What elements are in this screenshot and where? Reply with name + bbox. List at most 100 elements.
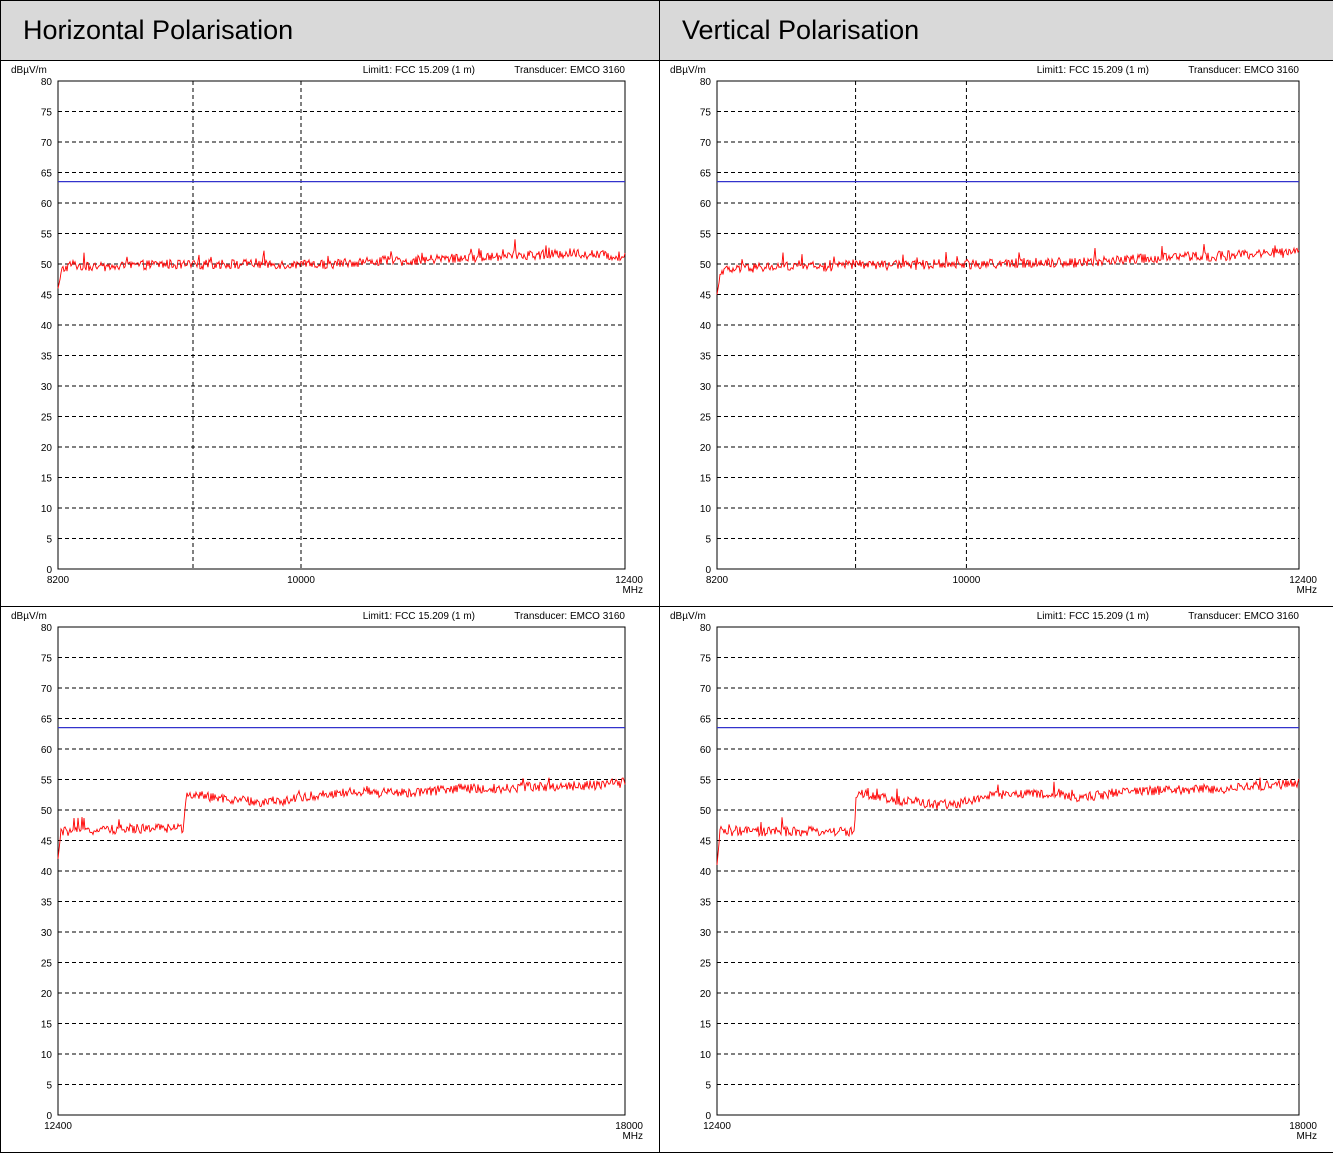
y-tick-label: 55 xyxy=(700,776,712,787)
limit-label: Limit1: FCC 15.209 (1 m) xyxy=(363,65,475,76)
y-tick-label: 65 xyxy=(41,715,53,726)
y-tick-label: 40 xyxy=(700,867,712,878)
y-tick-label: 15 xyxy=(41,1020,53,1031)
x-unit-label: MHz xyxy=(622,1131,643,1142)
y-tick-label: 35 xyxy=(41,898,53,909)
y-tick-label: 10 xyxy=(700,504,712,515)
y-tick-label: 75 xyxy=(41,654,53,665)
x-tick-label: 18000 xyxy=(615,1121,643,1132)
y-axis-label: dBµV/m xyxy=(11,611,47,622)
y-tick-label: 5 xyxy=(46,1081,52,1092)
x-tick-label: 12400 xyxy=(44,1121,72,1132)
y-tick-label: 30 xyxy=(41,382,53,393)
y-tick-label: 20 xyxy=(700,443,712,454)
y-tick-label: 35 xyxy=(41,352,53,363)
y-tick-label: 65 xyxy=(700,169,712,180)
chart-cell-v-high: 0 5 10 15 20 25 30 35 40 45 50 55 60 65 70 75 80 12400 180… xyxy=(659,606,1333,1153)
x-tick-label: 12400 xyxy=(703,1121,731,1132)
vertical-polarisation-title: Vertical Polarisation xyxy=(682,15,920,45)
chart-horizontal-8200-12400: 0 5 10 15 20 25 30 35 40 45 50 55 60 65 70 75 80 8200 1000… xyxy=(11,65,643,596)
y-tick-label: 65 xyxy=(41,169,53,180)
y-tick-label: 25 xyxy=(41,959,53,970)
horizontal-header-cell: Horizontal Polarisation xyxy=(0,0,660,61)
x-tick-label: 12400 xyxy=(615,575,643,586)
measurement-trace xyxy=(716,243,1300,295)
y-tick-label: 60 xyxy=(700,745,712,756)
y-tick-label: 45 xyxy=(41,837,53,848)
vertical-header-cell: Vertical Polarisation xyxy=(659,0,1333,61)
y-tick-label: 50 xyxy=(41,806,53,817)
y-tick-label: 50 xyxy=(700,806,712,817)
limit-label: Limit1: FCC 15.209 (1 m) xyxy=(363,611,475,622)
y-tick-label: 25 xyxy=(700,413,712,424)
y-tick-label: 55 xyxy=(700,230,712,241)
x-tick-label: 10000 xyxy=(287,575,315,586)
y-tick-label: 75 xyxy=(700,108,712,119)
chart-cell-v-low: 0 5 10 15 20 25 30 35 40 45 50 55 60 65 70 75 80 8200 1000… xyxy=(659,60,1333,607)
x-unit-label: MHz xyxy=(1296,1131,1317,1142)
limit-label: Limit1: FCC 15.209 (1 m) xyxy=(1037,611,1149,622)
chart-vertical-12400-18000: 0 5 10 15 20 25 30 35 40 45 50 55 60 65 70 75 80 12400 180… xyxy=(670,611,1317,1142)
y-tick-label: 20 xyxy=(700,989,712,1000)
x-tick-label: 18000 xyxy=(1289,1121,1317,1132)
y-tick-label: 30 xyxy=(41,928,53,939)
measurement-trace xyxy=(57,777,626,859)
y-tick-label: 80 xyxy=(41,623,53,634)
y-tick-label: 35 xyxy=(700,352,712,363)
y-tick-label: 70 xyxy=(41,684,53,695)
horizontal-polarisation-title: Horizontal Polarisation xyxy=(23,15,294,45)
y-tick-label: 45 xyxy=(41,291,53,302)
y-axis-label: dBµV/m xyxy=(670,611,706,622)
measurement-trace xyxy=(716,777,1300,865)
x-tick-label: 12400 xyxy=(1289,575,1317,586)
y-tick-label: 65 xyxy=(700,715,712,726)
y-tick-label: 5 xyxy=(46,535,52,546)
y-tick-label: 30 xyxy=(700,928,712,939)
y-tick-label: 70 xyxy=(41,138,53,149)
y-tick-label: 55 xyxy=(41,776,53,787)
transducer-label: Transducer: EMCO 3160 xyxy=(514,611,625,622)
y-tick-label: 40 xyxy=(41,321,53,332)
limit-label: Limit1: FCC 15.209 (1 m) xyxy=(1037,65,1149,76)
y-tick-label: 55 xyxy=(41,230,53,241)
y-tick-label: 50 xyxy=(41,260,53,271)
y-tick-label: 75 xyxy=(41,108,53,119)
y-tick-label: 20 xyxy=(41,989,53,1000)
y-tick-label: 40 xyxy=(700,321,712,332)
y-tick-label: 10 xyxy=(41,1050,53,1061)
y-tick-label: 60 xyxy=(41,199,53,210)
transducer-label: Transducer: EMCO 3160 xyxy=(1188,611,1299,622)
transducer-label: Transducer: EMCO 3160 xyxy=(514,65,625,76)
y-tick-label: 15 xyxy=(700,1020,712,1031)
y-tick-label: 15 xyxy=(700,474,712,485)
y-tick-label: 70 xyxy=(700,138,712,149)
x-tick-label: 10000 xyxy=(953,575,981,586)
y-tick-label: 75 xyxy=(700,654,712,665)
y-tick-label: 10 xyxy=(41,504,53,515)
chart-vertical-8200-12400: 0 5 10 15 20 25 30 35 40 45 50 55 60 65 70 75 80 8200 1000… xyxy=(670,65,1317,596)
transducer-label: Transducer: EMCO 3160 xyxy=(1188,65,1299,76)
y-tick-label: 70 xyxy=(700,684,712,695)
y-tick-label: 25 xyxy=(700,959,712,970)
y-tick-label: 30 xyxy=(700,382,712,393)
y-tick-label: 80 xyxy=(700,623,712,634)
y-tick-label: 60 xyxy=(700,199,712,210)
y-tick-label: 60 xyxy=(41,745,53,756)
y-axis-label: dBµV/m xyxy=(670,65,706,76)
chart-cell-h-high: 0 5 10 15 20 25 30 35 40 45 50 55 60 65 70 75 80 12400 180… xyxy=(0,606,660,1153)
x-tick-label: 8200 xyxy=(706,575,729,586)
y-tick-label: 40 xyxy=(41,867,53,878)
chart-horizontal-12400-18000: 0 5 10 15 20 25 30 35 40 45 50 55 60 65 70 75 80 12400 180… xyxy=(11,611,643,1142)
y-tick-label: 15 xyxy=(41,474,53,485)
x-unit-label: MHz xyxy=(1296,585,1317,596)
y-tick-label: 20 xyxy=(41,443,53,454)
y-tick-label: 50 xyxy=(700,260,712,271)
chart-cell-h-low: 0 5 10 15 20 25 30 35 40 45 50 55 60 65 70 75 80 8200 1000… xyxy=(0,60,660,607)
y-tick-label: 5 xyxy=(705,535,711,546)
x-tick-label: 8200 xyxy=(47,575,70,586)
y-tick-label: 35 xyxy=(700,898,712,909)
y-tick-label: 80 xyxy=(700,77,712,88)
y-tick-label: 5 xyxy=(705,1081,711,1092)
